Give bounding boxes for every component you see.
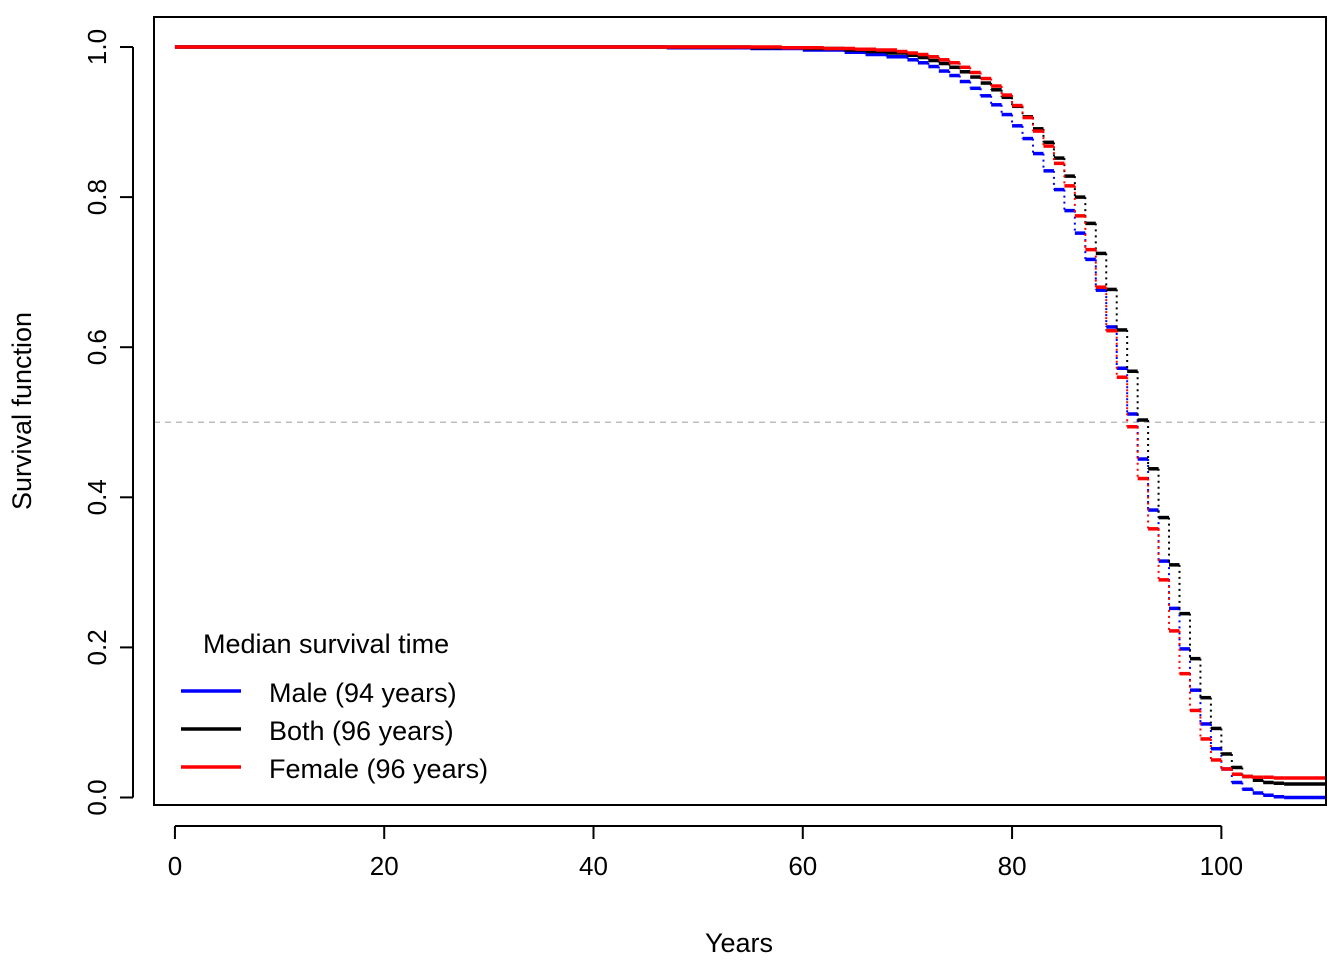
legend-entry: Female (96 years) [269,754,488,784]
y-tick-label: 0.8 [82,179,112,215]
legend-title: Median survival time [203,629,449,659]
y-tick-label: 0.0 [82,779,112,815]
legend-entry: Both (96 years) [269,716,454,746]
x-tick-label: 100 [1200,851,1243,881]
x-tick-label: 40 [579,851,608,881]
y-tick-label: 0.4 [82,479,112,515]
y-tick-label: 0.6 [82,329,112,365]
axes: 0 20 40 60 80 100 0.0 0.2 0.4 0.6 0.8 1.0 [82,29,1243,881]
legend: Median survival time Male (94 years) Both… [181,629,488,784]
x-tick-label: 80 [998,851,1027,881]
y-tick-label: 1.0 [82,29,112,65]
legend-entry: Male (94 years) [269,678,457,708]
x-tick-label: 0 [168,851,182,881]
y-tick-label: 0.2 [82,629,112,665]
x-tick-label: 60 [788,851,817,881]
y-axis-title: Survival function [7,312,37,510]
plot-frame [153,16,1327,806]
plot-area [154,45,1326,800]
series-2 [174,45,1326,780]
x-tick-label: 20 [370,851,399,881]
x-axis-title: Years [705,928,773,958]
series-1 [174,45,1326,786]
